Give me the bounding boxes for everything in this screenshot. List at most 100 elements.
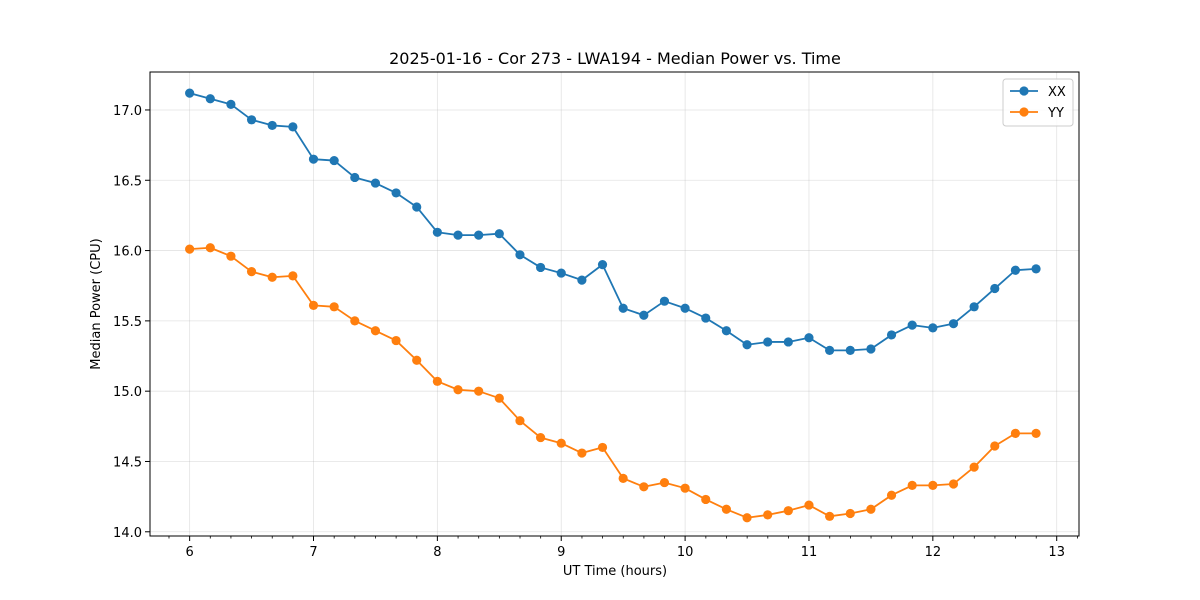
data-point-yy (886, 490, 897, 500)
y-axis: 14.0 14.5 15.0 15.5 16.0 16.5 17.0 (113, 104, 150, 541)
plot-frame (149, 71, 1080, 537)
x-tick-label: 7 (309, 545, 317, 560)
data-point-yy (907, 480, 917, 490)
data-point-xx (288, 122, 298, 132)
data-point-yy (535, 432, 546, 443)
data-point-xx (825, 345, 835, 355)
data-point-xx (721, 326, 731, 336)
legend-marker-xx (1019, 86, 1029, 96)
data-point-yy (659, 477, 670, 488)
data-point-xx (701, 313, 711, 323)
data-point-xx (185, 88, 195, 98)
data-point-yy (1031, 428, 1041, 438)
data-point-yy (391, 335, 401, 346)
data-point-xx (804, 333, 814, 343)
data-point-yy (866, 504, 876, 514)
data-point-yy (597, 442, 608, 453)
data-point-xx (515, 250, 525, 260)
data-point-xx (577, 275, 587, 285)
y-tick-label: 14.0 (113, 526, 142, 541)
data-point-yy (329, 302, 339, 312)
y-axis-label: Median Power (CPU) (89, 238, 104, 369)
data-point-xx (990, 283, 1000, 294)
data-point-yy (701, 494, 711, 505)
data-point-yy (308, 300, 319, 311)
data-point-xx (391, 188, 401, 198)
data-point-yy (639, 482, 649, 492)
data-point-yy (577, 448, 587, 458)
x-tick-label: 9 (557, 545, 565, 560)
data-point-yy (928, 480, 938, 490)
data-point-xx (494, 229, 504, 239)
data-point-xx (948, 319, 959, 329)
data-point-yy (948, 479, 959, 489)
chart-title: 2025-01-16 - Cor 273 - LWA194 - Median P… (389, 49, 841, 68)
x-tick-label: 11 (801, 545, 818, 560)
x-tick-label: 13 (1048, 545, 1065, 560)
y-tick-label: 15.5 (113, 315, 142, 330)
data-point-yy (825, 511, 835, 521)
data-point-xx (618, 303, 628, 313)
data-point-yy (721, 504, 731, 514)
data-point-xx (246, 115, 257, 125)
data-point-yy (226, 251, 236, 261)
data-point-xx (783, 337, 793, 347)
x-tick-label: 12 (925, 545, 942, 560)
data-point-yy (205, 243, 215, 253)
y-tick-label: 15.0 (113, 385, 142, 400)
data-point-yy (494, 393, 504, 403)
data-point-xx (453, 230, 463, 240)
data-point-yy (1010, 428, 1021, 438)
data-point-yy (990, 441, 1000, 451)
data-point-yy (370, 326, 381, 336)
data-point-xx (308, 154, 319, 164)
data-point-xx (763, 337, 773, 347)
data-point-xx (432, 227, 442, 237)
legend-label-xx: XX (1048, 85, 1066, 100)
data-point-yy (288, 271, 298, 281)
data-point-xx (639, 310, 649, 320)
data-point-xx (742, 340, 752, 350)
data-point-yy (432, 376, 442, 386)
data-point-xx (1031, 264, 1041, 274)
data-point-xx (969, 302, 979, 312)
series-layer (185, 88, 1041, 523)
data-point-xx (350, 172, 360, 183)
legend-label-yy: YY (1047, 106, 1064, 121)
data-point-xx (412, 202, 422, 212)
data-point-yy (680, 483, 690, 493)
data-point-xx (907, 320, 917, 330)
data-point-xx (370, 178, 381, 188)
data-point-yy (515, 416, 525, 426)
data-point-xx (205, 94, 215, 104)
data-point-xx (474, 230, 484, 240)
data-point-xx (597, 260, 608, 270)
data-point-xx (659, 296, 670, 306)
x-axis: 6 7 8 9 10 11 12 13 (168, 536, 1078, 560)
data-point-yy (453, 385, 463, 395)
data-point-xx (556, 268, 566, 278)
grid (150, 72, 1079, 536)
data-point-yy (783, 506, 793, 516)
data-point-yy (556, 438, 566, 448)
data-point-yy (412, 355, 422, 365)
data-point-xx (866, 344, 876, 354)
y-tick-label: 16.5 (113, 174, 142, 189)
legend-marker-yy (1019, 107, 1029, 117)
x-tick-label: 8 (433, 545, 441, 560)
data-point-xx (845, 345, 855, 355)
data-point-yy (185, 244, 195, 254)
data-point-yy (969, 462, 979, 472)
data-point-xx (535, 262, 546, 273)
data-point-yy (742, 513, 752, 523)
y-tick-label: 14.5 (113, 455, 142, 470)
data-point-xx (886, 330, 897, 340)
data-point-xx (680, 303, 690, 313)
data-point-yy (763, 510, 773, 520)
data-point-yy (350, 316, 360, 326)
data-point-xx (226, 99, 236, 109)
data-point-xx (267, 120, 277, 131)
data-point-xx (928, 323, 938, 333)
x-tick-label: 6 (185, 545, 193, 560)
